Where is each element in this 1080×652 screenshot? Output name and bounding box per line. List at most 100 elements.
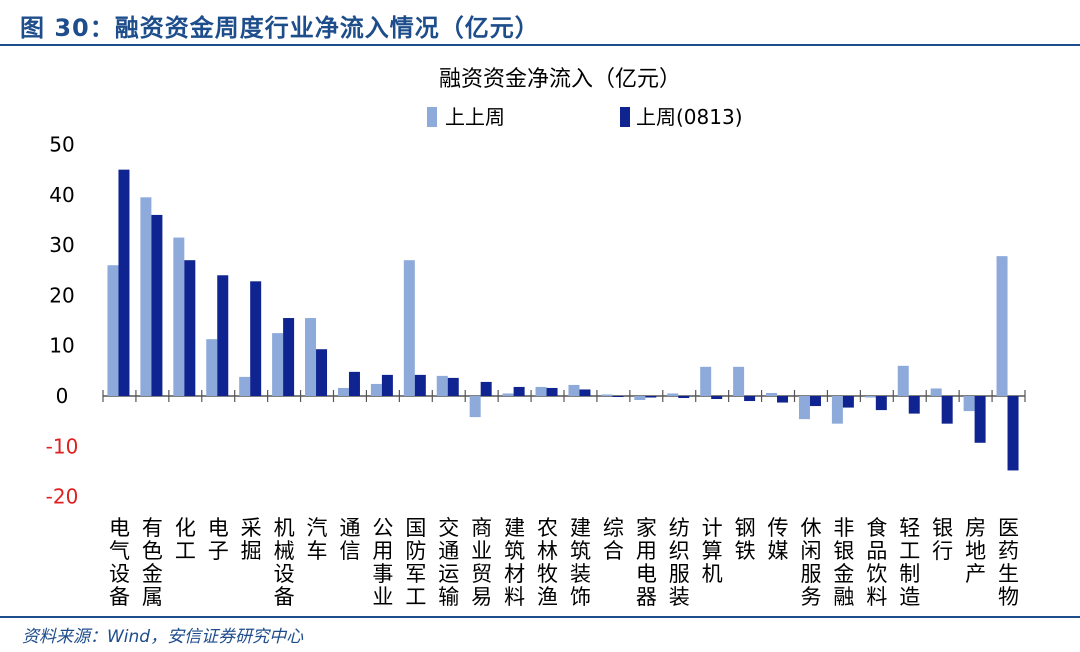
bar-prev-week-食品饮料 xyxy=(864,396,876,398)
source-note: 资料来源：Wind，安信证券研究中心 xyxy=(22,627,304,647)
bar-last-week-医药生物 xyxy=(1007,396,1019,471)
bar-last-week-国防军工 xyxy=(414,374,426,396)
bar-last-week-通信 xyxy=(348,371,360,396)
x-tick-label: 电子 xyxy=(208,516,229,563)
bar-last-week-化工 xyxy=(184,260,196,396)
bar-prev-week-房地产 xyxy=(963,396,975,412)
x-tick-label: 农林牧渔 xyxy=(537,516,558,609)
chart-title: 融资资金净流入（亿元） xyxy=(439,67,681,92)
bar-last-week-纺织服装 xyxy=(678,396,690,399)
bar-prev-week-综合 xyxy=(601,394,613,396)
bar-last-week-传媒 xyxy=(777,396,789,403)
bar-last-week-银行 xyxy=(941,396,953,424)
x-tick-label: 建筑装饰 xyxy=(570,516,591,609)
x-tick-label: 商业贸易 xyxy=(471,516,492,609)
legend-label-prev: 上上周 xyxy=(445,105,505,129)
bar-last-week-采掘 xyxy=(250,281,262,396)
bar-last-week-有色金属 xyxy=(151,214,163,396)
bar-prev-week-计算机 xyxy=(700,366,712,396)
x-tick-label: 公用事业 xyxy=(372,516,393,609)
bar-prev-week-通信 xyxy=(337,387,349,396)
x-tick-label: 银行 xyxy=(932,516,953,563)
bar-last-week-电气设备 xyxy=(118,169,130,396)
x-tick-label: 食品饮料 xyxy=(866,516,887,609)
y-tick-label: 0 xyxy=(56,384,69,408)
bar-last-week-计算机 xyxy=(711,396,723,400)
bar-prev-week-机械设备 xyxy=(272,333,284,396)
bar-last-week-公用事业 xyxy=(381,374,393,396)
x-tick-label: 纺织服装 xyxy=(669,516,690,609)
x-tick-label: 房地产 xyxy=(965,516,986,586)
x-tick-label: 家用电器 xyxy=(636,516,657,609)
bar-prev-week-汽车 xyxy=(305,318,317,396)
y-tick-label: 20 xyxy=(49,283,74,307)
bar-prev-week-采掘 xyxy=(239,376,251,396)
legend: 上上周 上周(0813) xyxy=(427,105,743,129)
bar-prev-week-化工 xyxy=(173,237,185,396)
bar-prev-week-有色金属 xyxy=(140,197,152,396)
y-tick-label: 30 xyxy=(49,233,74,257)
x-tick-label: 非银金融 xyxy=(833,516,854,609)
bar-prev-week-建筑装饰 xyxy=(568,384,580,396)
y-tick-label: -20 xyxy=(46,485,79,509)
x-tick-label: 交通运输 xyxy=(438,516,459,609)
bar-last-week-建筑材料 xyxy=(513,386,525,396)
x-tick-label: 传媒 xyxy=(768,516,789,563)
top-divider xyxy=(0,44,1080,46)
bar-last-week-商业贸易 xyxy=(480,381,492,396)
x-tick-label: 休闲服务 xyxy=(800,516,821,609)
bar-prev-week-家用电器 xyxy=(634,396,646,401)
bar-prev-week-休闲服务 xyxy=(798,396,810,420)
bar-last-week-家用电器 xyxy=(645,396,657,398)
x-tick-label: 轻工制造 xyxy=(899,516,920,609)
x-tick-label: 电气设备 xyxy=(109,516,130,609)
figure-title: 图 30：融资资金周度行业净流入情况（亿元） xyxy=(20,14,540,42)
bar-prev-week-公用事业 xyxy=(370,383,382,396)
bar-last-week-房地产 xyxy=(974,396,986,443)
legend-swatch-prev xyxy=(427,107,437,127)
bar-prev-week-交通运输 xyxy=(436,375,448,396)
bar-prev-week-钢铁 xyxy=(733,366,745,396)
x-tick-label: 钢铁 xyxy=(735,516,756,563)
y-tick-label: 10 xyxy=(49,334,74,358)
bottom-divider xyxy=(0,616,1080,618)
x-tick-label: 有色金属 xyxy=(142,516,163,609)
bar-last-week-汽车 xyxy=(316,349,328,396)
bar-last-week-食品饮料 xyxy=(875,396,887,411)
x-tick-label: 机械设备 xyxy=(274,516,295,609)
x-tick-label: 汽车 xyxy=(307,516,328,563)
bar-prev-week-商业贸易 xyxy=(469,396,481,418)
legend-swatch-last xyxy=(620,107,630,127)
x-tick-label: 建筑材料 xyxy=(504,516,525,609)
bar-last-week-电子 xyxy=(217,275,229,396)
x-tick-label: 采掘 xyxy=(241,516,262,563)
y-tick-label: 50 xyxy=(49,133,74,157)
y-tick-label: 40 xyxy=(49,183,74,207)
bar-prev-week-农林牧渔 xyxy=(535,386,547,396)
bar-prev-week-国防军工 xyxy=(403,260,415,396)
bar-prev-week-非银金融 xyxy=(831,396,843,424)
bar-last-week-非银金融 xyxy=(842,396,854,408)
bar-last-week-轻工制造 xyxy=(908,396,920,414)
bar-last-week-建筑装饰 xyxy=(579,389,591,396)
bar-prev-week-银行 xyxy=(930,388,942,396)
x-tick-label: 化工 xyxy=(175,516,196,563)
bar-prev-week-传媒 xyxy=(766,392,778,396)
x-tick-label: 国防军工 xyxy=(405,516,426,609)
bar-last-week-综合 xyxy=(612,396,624,398)
y-tick-label: -10 xyxy=(46,434,79,458)
bar-prev-week-建筑材料 xyxy=(502,393,514,396)
bar-last-week-休闲服务 xyxy=(809,396,821,407)
bar-last-week-钢铁 xyxy=(744,396,756,402)
legend-label-last: 上周(0813) xyxy=(636,105,743,129)
bar-prev-week-电气设备 xyxy=(107,265,119,396)
x-tick-label: 通信 xyxy=(339,516,360,563)
x-tick-label: 计算机 xyxy=(702,516,723,586)
bar-prev-week-电子 xyxy=(206,339,218,396)
x-tick-label: 医药生物 xyxy=(998,516,1019,609)
bar-prev-week-医药生物 xyxy=(996,256,1008,396)
bar-prev-week-轻工制造 xyxy=(897,365,909,396)
bar-last-week-农林牧渔 xyxy=(546,387,558,396)
bar-prev-week-纺织服装 xyxy=(667,393,679,396)
